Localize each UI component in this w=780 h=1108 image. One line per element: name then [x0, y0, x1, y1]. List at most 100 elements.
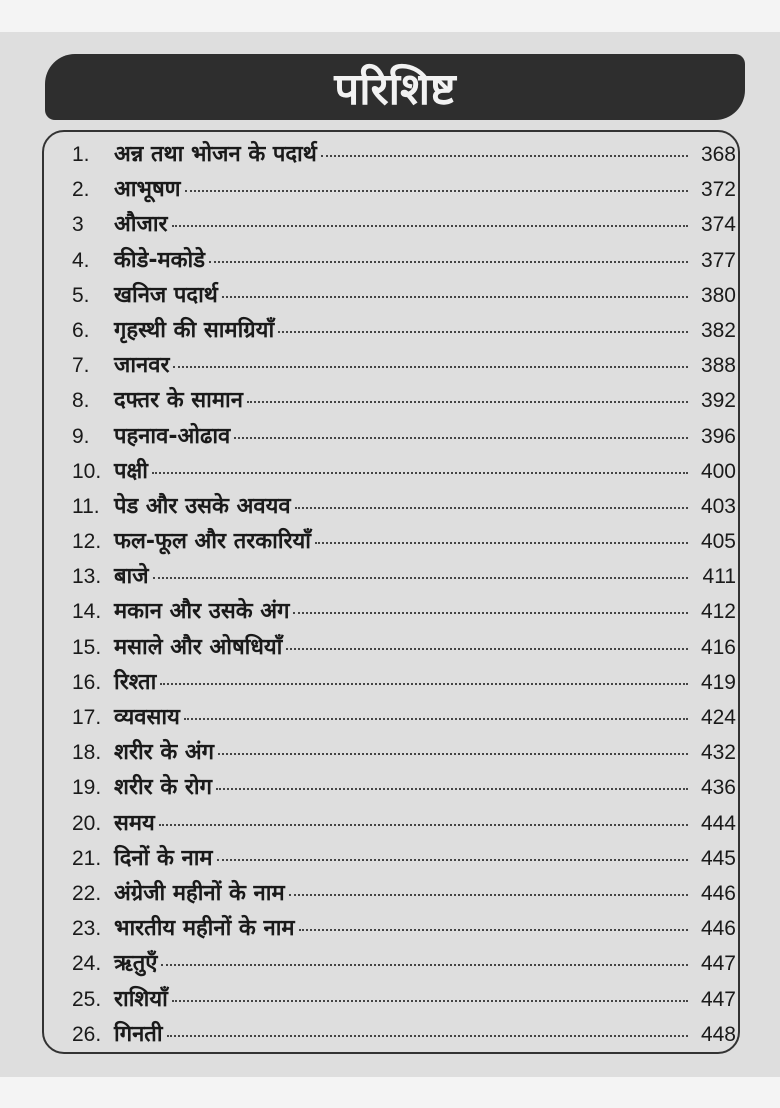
entry-number: 21. — [72, 846, 102, 870]
contents-entry: 6. गृहस्थी की सामग्रियाँ 382 — [72, 314, 736, 349]
entry-page: 403 — [700, 494, 736, 518]
dot-leader — [298, 929, 688, 932]
contents-entry: 15. मसाले और ओषधियाँ 416 — [72, 631, 736, 666]
entry-number: 20. — [72, 811, 102, 835]
dot-leader — [216, 858, 688, 861]
entry-page: 405 — [700, 530, 736, 554]
entry-title: औजार — [114, 212, 168, 238]
contents-entry: 12. फल-फूल और तरकारियाँ 405 — [72, 525, 736, 560]
entry-title: समय — [114, 810, 155, 836]
entry-number: 9. — [72, 424, 90, 448]
entry-number: 19. — [72, 776, 102, 800]
entry-page: 368 — [700, 143, 736, 166]
contents-entry: 8. दफ्तर के सामान 392 — [72, 384, 736, 419]
dot-leader — [184, 190, 688, 193]
contents-entry: 13. बाजे 411 — [72, 560, 736, 595]
entry-page: 444 — [700, 811, 736, 835]
entry-title: खनिज पदार्थ — [114, 282, 218, 308]
entry-title: जानवर — [114, 353, 170, 379]
contents-entry: 9. पहनाव-ओढाव 396 — [72, 420, 736, 455]
dot-leader — [152, 577, 688, 580]
entry-number: 3 — [72, 213, 84, 237]
dot-leader — [158, 823, 688, 826]
entry-number: 26. — [72, 1022, 102, 1046]
entry-title: फल-फूल और तरकारियाँ — [114, 529, 311, 555]
dot-leader — [151, 471, 688, 474]
entry-page: 374 — [700, 213, 736, 237]
contents-entry: 5. खनिज पदार्थ 380 — [72, 279, 736, 314]
entry-number: 5. — [72, 283, 90, 307]
dot-leader — [288, 893, 688, 896]
contents-entry: 3 औजार 374 — [72, 208, 736, 243]
heading-banner: परिशिष्ट — [45, 54, 745, 120]
entry-page: 396 — [700, 424, 736, 448]
entry-number: 22. — [72, 881, 102, 905]
entry-number: 18. — [72, 741, 102, 765]
contents-entry: 19. शरीर के रोग 436 — [72, 771, 736, 806]
entry-title: व्यवसाय — [114, 705, 180, 730]
entry-page: 380 — [700, 283, 736, 307]
entry-title: कीडे-मकोडे — [114, 247, 206, 273]
entry-title: रिश्ता — [114, 669, 157, 695]
entry-title: भारतीय महीनों के नाम — [114, 916, 295, 942]
contents-entry: 1. अन्न तथा भोजन के पदार्थ 368 — [72, 138, 736, 173]
dot-leader — [278, 330, 688, 333]
entry-number: 25. — [72, 987, 102, 1011]
entry-page: 432 — [700, 741, 736, 765]
entry-page: 416 — [700, 635, 736, 659]
entry-number: 10. — [72, 459, 102, 483]
dot-leader — [171, 999, 688, 1002]
entry-page: 447 — [700, 987, 736, 1011]
dot-leader — [161, 964, 688, 967]
entry-page: 377 — [700, 248, 736, 272]
entry-number: 4. — [72, 248, 90, 272]
entry-title: बाजे — [114, 564, 149, 590]
entry-title: पक्षी — [114, 458, 148, 484]
entry-page: 419 — [700, 670, 736, 694]
entry-title: शरीर के अंग — [114, 740, 215, 766]
contents-box — [42, 130, 740, 1054]
dot-leader — [209, 260, 688, 263]
entry-title: मकान और उसके अंग — [114, 599, 290, 625]
contents-entry: 11. पेड और उसके अवयव 403 — [72, 490, 736, 525]
contents-entry: 16. रिश्ता 419 — [72, 666, 736, 701]
entry-title: दिनों के नाम — [114, 845, 213, 871]
dot-leader — [183, 718, 688, 720]
entry-title: मसाले और ओषधियाँ — [114, 634, 283, 660]
entry-page: 388 — [700, 354, 736, 378]
entry-number: 12. — [72, 530, 102, 554]
entry-title: आभूषण — [114, 177, 181, 203]
entry-page: 447 — [700, 952, 736, 976]
contents-entry: 2. आभूषण 372 — [72, 173, 736, 208]
contents-entry: 17. व्यवसाय 424 — [72, 701, 736, 736]
entry-number: 17. — [72, 706, 102, 729]
entry-number: 2. — [72, 178, 90, 202]
entry-title: गृहस्थी की सामग्रियाँ — [114, 317, 275, 343]
contents-list: 1. अन्न तथा भोजन के पदार्थ 368 2. आभूषण 372 3 औ… — [72, 138, 736, 1053]
entry-title: दफ्तर के सामान — [114, 388, 243, 414]
dot-leader — [246, 401, 688, 404]
entry-title: पेड और उसके अवयव — [114, 493, 291, 519]
entry-page: 412 — [700, 600, 736, 624]
dot-leader — [215, 788, 688, 791]
dot-leader — [286, 647, 688, 650]
entry-title: पहनाव-ओढाव — [114, 423, 231, 449]
entry-number: 16. — [72, 670, 102, 694]
contents-entry: 20. समय 444 — [72, 807, 736, 842]
entry-number: 1. — [72, 143, 90, 166]
contents-entry: 22. अंग्रेजी महीनों के नाम 446 — [72, 877, 736, 912]
entry-page: 400 — [700, 459, 736, 483]
page-title: परिशिष्ट — [334, 64, 456, 115]
entry-page: 382 — [700, 318, 736, 342]
contents-entry: 10. पक्षी 400 — [72, 455, 736, 490]
contents-entry: 7. जानवर 388 — [72, 349, 736, 384]
contents-entry: 25. राशियाँ 447 — [72, 983, 736, 1018]
contents-entry: 18. शरीर के अंग 432 — [72, 736, 736, 771]
dot-leader — [234, 436, 688, 439]
dot-leader — [294, 506, 688, 509]
page — [0, 32, 780, 1077]
entry-page: 446 — [700, 881, 736, 905]
entry-page: 446 — [700, 917, 736, 941]
entry-page: 445 — [700, 846, 736, 870]
entry-page: 424 — [700, 706, 736, 729]
